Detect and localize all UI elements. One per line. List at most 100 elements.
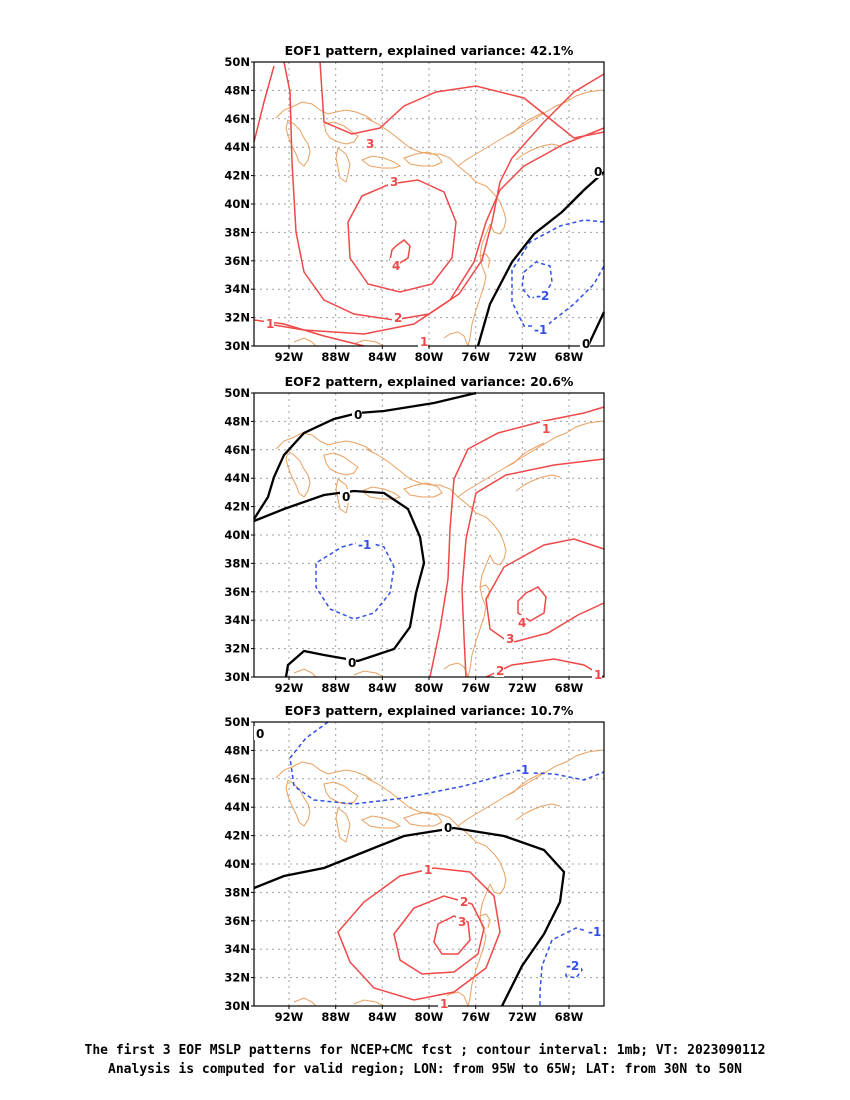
eof3-contour-zero — [253, 826, 566, 1007]
lat-tick-label: 30N — [224, 339, 250, 353]
contour-label: 3 — [390, 175, 398, 189]
contour-label-bg — [504, 631, 514, 645]
lon-tick-label: 68W — [555, 1010, 584, 1024]
contour-label-bg — [456, 914, 466, 928]
lon-tick-label: 92W — [275, 681, 304, 695]
lon-tick-label: 92W — [275, 350, 304, 364]
eof2-title: EOF2 pattern, explained variance: 20.6% — [285, 374, 574, 389]
eof1-contour-3-center — [347, 179, 457, 293]
contour-label-bg — [422, 862, 432, 876]
contour-label-bg — [540, 421, 550, 435]
contour-label-bg — [254, 726, 264, 740]
lat-tick-label: 30N — [224, 999, 250, 1013]
lat-tick-label: 42N — [224, 169, 250, 183]
contour-label: -2 — [536, 289, 549, 303]
lat-tick-label: 50N — [224, 715, 250, 729]
contour-label: -1 — [534, 323, 547, 337]
lon-tick-label: 76W — [461, 1010, 490, 1024]
eof1-contour-4 — [389, 239, 411, 265]
eof2-contour-3 — [485, 538, 605, 644]
lon-tick-label: 88W — [321, 350, 350, 364]
contour-label: 1 — [424, 863, 432, 877]
contour-label: 0 — [444, 821, 452, 835]
text-layer: EOF1 pattern, explained variance: 42.1% 5… — [85, 43, 766, 1077]
lat-tick-label: 34N — [224, 613, 250, 627]
contour-label-bg — [364, 136, 374, 150]
eof1-panel — [253, 61, 606, 347]
eof1-title: EOF1 pattern, explained variance: 42.1% — [285, 43, 574, 58]
lat-tick-label: 46N — [224, 772, 250, 786]
contour-label: 2 — [496, 664, 504, 678]
eof1-contour-neg1 — [511, 219, 605, 327]
contour-label: 1 — [266, 317, 274, 331]
lat-tick-label: 46N — [224, 443, 250, 457]
lat-tick-label: 46N — [224, 112, 250, 126]
eof1-contour-zero — [476, 171, 605, 347]
contour-label-bg — [532, 322, 549, 336]
eof2-contours — [253, 391, 605, 678]
contour-label-bg — [346, 655, 356, 669]
eof3-contour-neg1-north — [289, 721, 605, 805]
contour-label: 0 — [354, 408, 362, 422]
lat-tick-label: 40N — [224, 528, 250, 542]
lon-tick-label: 88W — [321, 681, 350, 695]
eof2-contour-neg1 — [315, 540, 395, 620]
lon-tick-label: 76W — [461, 350, 490, 364]
contour-label: -1 — [358, 538, 371, 552]
lon-tick-label: 84W — [368, 350, 397, 364]
lon-tick-label: 68W — [555, 350, 584, 364]
eof2-contour-zero-center — [253, 489, 426, 678]
contour-label-bg — [564, 958, 581, 972]
contour-label-bg — [392, 310, 402, 324]
eof2-contour-1 — [429, 406, 605, 678]
contour-label: 1 — [542, 422, 550, 436]
lon-tick-label: 88W — [321, 1010, 350, 1024]
contour-label: -2 — [566, 959, 579, 973]
lat-tick-label: 40N — [224, 197, 250, 211]
contour-label: -1 — [516, 763, 529, 777]
lat-tick-label: 44N — [224, 140, 250, 154]
lon-tick-label: 80W — [415, 681, 444, 695]
lon-tick-label: 84W — [368, 681, 397, 695]
contour-label: 0 — [348, 656, 356, 670]
lat-tick-label: 48N — [224, 743, 250, 757]
eof3-contour-neg1-southeast — [539, 927, 605, 1006]
eof2-contour-4 — [517, 586, 547, 622]
lat-tick-label: 48N — [224, 83, 250, 97]
contour-label: 1 — [420, 335, 428, 349]
contour-label: 1 — [440, 997, 448, 1011]
caption-line-2: Analysis is computed for valid region; L… — [108, 1062, 742, 1077]
contour-label: 2 — [460, 895, 468, 909]
lon-tick-label: 68W — [555, 681, 584, 695]
contour-label-bg — [514, 762, 531, 776]
eof2-contour-zero-north — [253, 391, 477, 520]
lat-tick-label: 32N — [224, 642, 250, 656]
contour-label-bg — [592, 667, 602, 681]
contour-label-bg — [580, 336, 590, 350]
contour-label: 0 — [342, 490, 350, 504]
contour-label-bg — [390, 258, 400, 272]
eof2-contour-2 — [461, 458, 605, 678]
eof1-contours — [253, 61, 606, 347]
contour-label-bg — [438, 996, 448, 1010]
contour-label-bg — [586, 924, 603, 938]
lat-tick-label: 36N — [224, 914, 250, 928]
lat-tick-label: 36N — [224, 254, 250, 268]
contour-label: 3 — [458, 915, 466, 929]
contour-label: 3 — [366, 137, 374, 151]
contour-label: -1 — [588, 925, 601, 939]
contour-label-bg — [494, 663, 504, 677]
contour-label-bg — [534, 288, 551, 302]
lon-tick-label: 84W — [368, 1010, 397, 1024]
lat-tick-label: 34N — [224, 282, 250, 296]
contour-label-bg — [442, 820, 452, 834]
contour-label: 0 — [582, 337, 590, 351]
lat-tick-label: 40N — [224, 857, 250, 871]
contour-label-bg — [352, 407, 362, 421]
lat-tick-label: 30N — [224, 670, 250, 684]
contour-label: 0 — [256, 727, 264, 741]
lat-tick-label: 42N — [224, 829, 250, 843]
contour-label: 0 — [594, 165, 602, 179]
lat-tick-label: 38N — [224, 885, 250, 899]
